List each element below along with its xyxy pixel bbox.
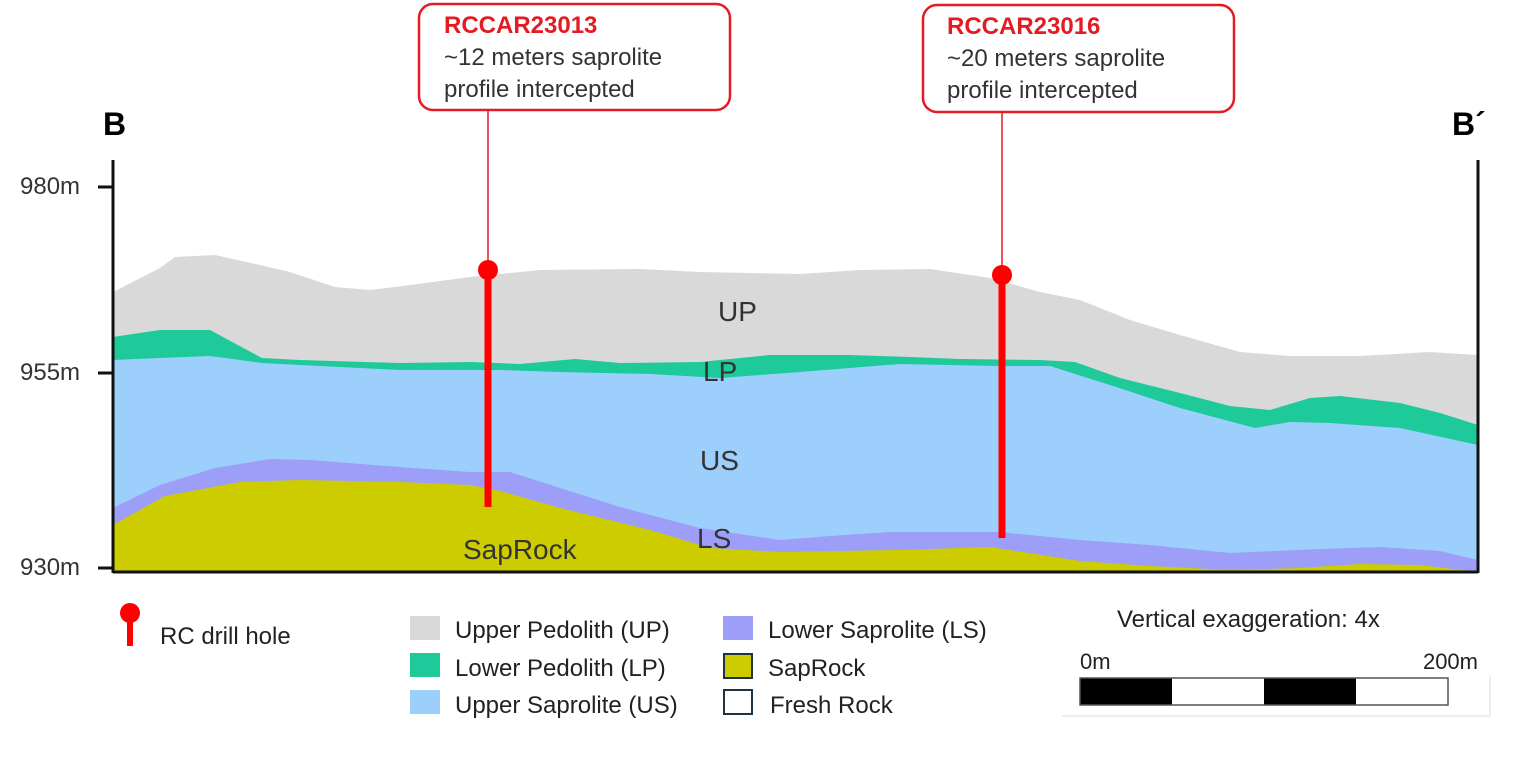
legend-label: RC drill hole [160,623,291,650]
layer-label: UP [718,296,757,327]
callout: RCCAR23013 ~12 meters saprolite profile … [417,2,732,112]
saprock [113,480,1478,572]
callout: RCCAR23016 ~20 meters saprolite profile … [921,3,1236,114]
legend-label: Upper Saprolite (US) [455,692,678,719]
drill-hole [478,110,498,507]
section-start: B [103,106,126,142]
callout-text: ~12 meters saprolite [444,44,662,71]
layer-label: US [700,445,739,476]
callout-text: profile intercepted [444,76,635,103]
drill-hole [992,112,1012,538]
scale-title: Vertical exaggeration: 4x [1117,606,1380,633]
elevation-label: 930m [20,554,80,581]
layers [113,255,1478,572]
callout-title: RCCAR23016 [947,13,1100,40]
legend-label: Lower Pedolith (LP) [455,655,666,682]
axes [98,160,1480,574]
legend-label: SapRock [768,655,866,682]
callout-title: RCCAR23013 [444,12,597,39]
layer-label: LP [703,356,737,387]
layer-label: LS [697,523,731,554]
elevation-label: 955m [20,359,80,386]
elevation-label: 980m [20,173,80,200]
scale-end: 200m [1423,649,1478,674]
layer-label: SapRock [463,534,578,565]
scale-start: 0m [1080,649,1111,674]
callout-text: ~20 meters saprolite [947,45,1165,72]
legend-label: Lower Saprolite (LS) [768,617,987,644]
legend-label: Fresh Rock [770,692,894,719]
scale-bar: Vertical exaggeration: 4x 0m 200m [1062,606,1491,717]
legend-label: Upper Pedolith (UP) [455,617,670,644]
section-end: B´ [1452,106,1486,142]
callout-text: profile intercepted [947,77,1138,104]
legend: RC drill hole Upper Pedolith (UP) Lower … [120,603,987,719]
